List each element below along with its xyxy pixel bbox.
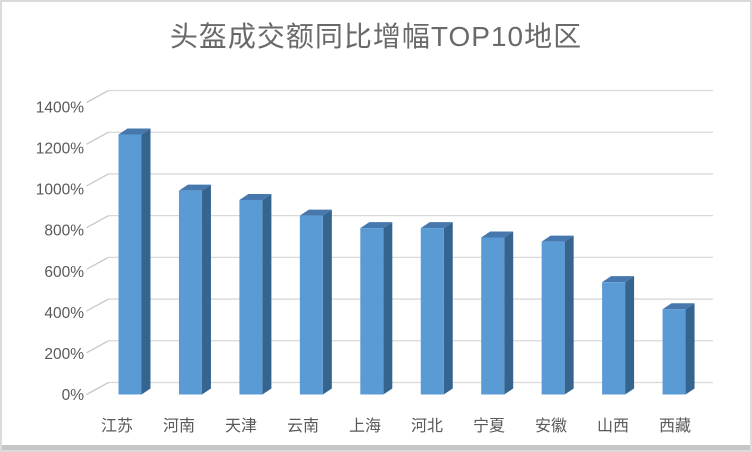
y-axis-tick (86, 256, 109, 270)
bar-side-face (685, 303, 695, 395)
x-axis-label: 宁夏 (473, 417, 505, 435)
bar-top-face (360, 222, 393, 229)
y-axis-tick (86, 89, 109, 104)
bar-front-face (360, 228, 384, 395)
bar-front-face (118, 134, 142, 395)
y-axis-label: 1200% (36, 141, 84, 158)
x-axis-label: 安徽 (535, 417, 567, 435)
bar-top-face (420, 222, 453, 229)
bar-side-face (322, 209, 332, 395)
y-axis-tick (86, 298, 109, 312)
bar-front-face (481, 237, 505, 395)
x-axis-label: 河北 (411, 417, 443, 435)
bar-front-face (178, 190, 202, 395)
y-axis-label: 1400% (36, 99, 84, 116)
bar-side-face (564, 235, 574, 395)
y-axis-tick (86, 215, 109, 229)
window-bottom-edge (2, 445, 750, 450)
bar-top-face (541, 235, 574, 242)
x-axis-label: 河南 (163, 417, 195, 435)
y-axis-tick (86, 131, 109, 145)
bar-top-face (481, 231, 514, 238)
bar-front-face (420, 228, 444, 395)
x-axis-label: 上海 (349, 417, 381, 435)
bar-side-face (625, 276, 635, 395)
bar-side-face (262, 194, 272, 395)
x-axis-label: 云南 (287, 417, 319, 435)
y-axis-tick (86, 381, 109, 396)
x-axis-label: 天津 (225, 417, 257, 435)
bar-top-face (118, 128, 151, 135)
chart-title: 头盔成交额同比增幅TOP10地区 (169, 21, 583, 52)
bar-side-face (141, 128, 151, 395)
bar-top-face (239, 194, 272, 201)
y-axis-tick (86, 173, 109, 187)
y-axis-label: 1000% (36, 182, 84, 199)
bar-front-face (602, 282, 626, 395)
y-axis-label: 0% (62, 387, 85, 404)
bar-top-face (299, 209, 332, 216)
bar-front-face (541, 241, 565, 395)
y-axis-tick (86, 340, 109, 354)
bar-top-face (178, 184, 211, 191)
bar-side-face (201, 184, 211, 395)
bar-side-face (443, 222, 453, 395)
bar-side-face (383, 222, 393, 395)
x-axis-label: 山西 (597, 417, 629, 435)
bar-top-face (662, 303, 695, 310)
bar-front-face (662, 309, 686, 395)
x-axis-label: 江苏 (101, 417, 133, 435)
y-axis-label: 200% (44, 346, 84, 363)
x-axis-label: 西藏 (659, 417, 691, 435)
bar-top-face (602, 276, 635, 283)
y-axis-label: 600% (44, 264, 84, 281)
bar-front-face (299, 215, 323, 395)
y-axis-label: 400% (44, 305, 84, 322)
bar-front-face (239, 200, 263, 395)
bar-side-face (504, 231, 514, 395)
y-axis-label: 800% (44, 223, 84, 240)
